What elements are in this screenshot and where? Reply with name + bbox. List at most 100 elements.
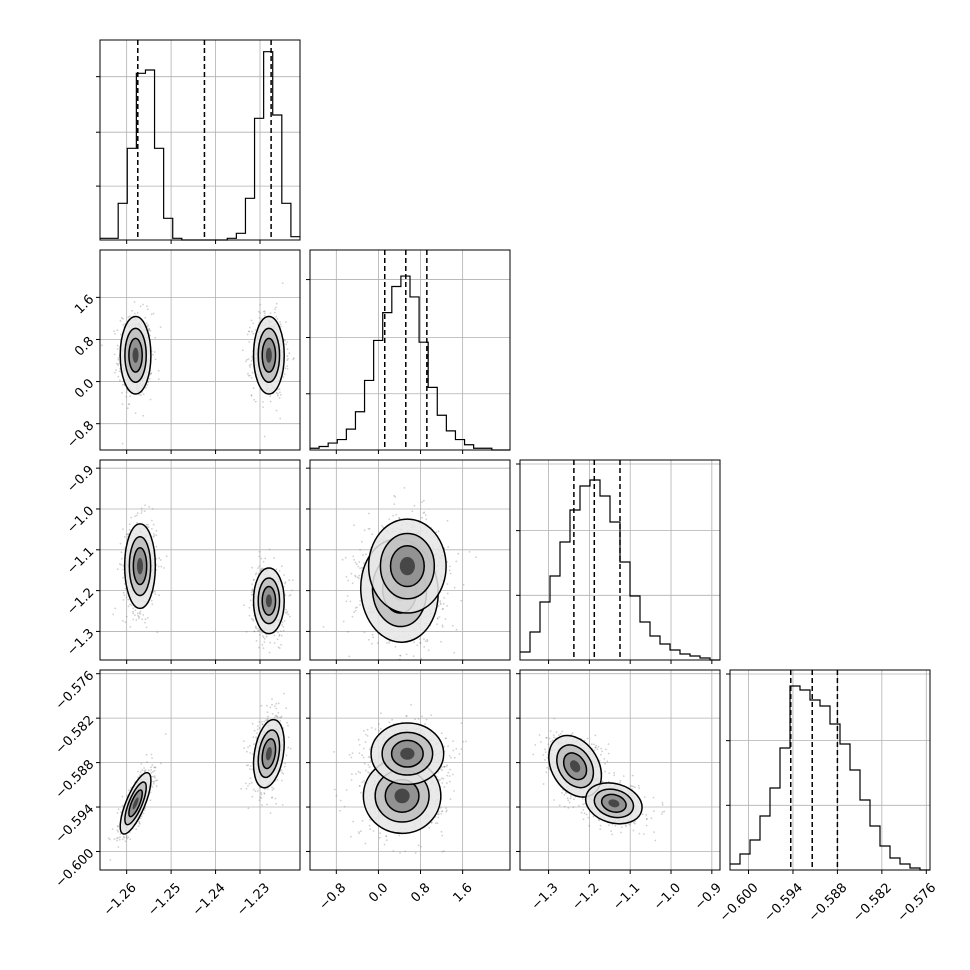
scatter-point — [394, 496, 397, 498]
scatter-point — [443, 786, 446, 788]
scatter-point — [368, 638, 370, 641]
scatter-point — [285, 608, 287, 611]
scatter-point — [245, 787, 248, 790]
scatter-point — [275, 702, 278, 705]
scatter-point — [278, 633, 281, 636]
scatter-point — [448, 565, 451, 568]
scatter-point — [258, 565, 261, 568]
scatter-point — [286, 348, 289, 351]
scatter-point — [372, 830, 375, 832]
scatter-point — [247, 764, 250, 767]
scatter-point — [115, 362, 118, 365]
scatter-point — [142, 393, 145, 395]
scatter-point — [155, 534, 158, 536]
scatter-point — [447, 771, 450, 774]
scatter-point — [271, 698, 273, 700]
scatter-point — [136, 612, 139, 615]
scatter-point — [254, 329, 257, 331]
scatter-point — [437, 530, 440, 533]
scatter-point — [344, 556, 347, 559]
scatter-point — [448, 569, 451, 572]
scatter-point — [137, 770, 139, 773]
scatter-point — [271, 712, 274, 715]
scatter-point — [277, 631, 279, 634]
scatter-point — [273, 311, 276, 314]
scatter-point — [369, 819, 371, 821]
scatter-point — [263, 788, 266, 790]
hist-frame-2 — [309, 249, 511, 451]
scatter-point — [150, 599, 153, 602]
scatter-point — [119, 333, 122, 336]
scatter-point — [147, 324, 150, 326]
scatter-point — [359, 771, 362, 774]
scatter-point — [411, 510, 414, 512]
scatter-point — [125, 836, 128, 839]
scatter-point — [152, 523, 155, 526]
scatter-point — [372, 662, 374, 664]
scatter-point — [125, 391, 128, 394]
scatter-point — [121, 795, 124, 798]
scatter-point — [258, 799, 261, 802]
scatter-point — [451, 624, 454, 627]
density-fill-1-4 — [132, 797, 139, 810]
scatter-point — [286, 355, 289, 358]
scatter-point — [118, 370, 121, 373]
ytick-label-4-3: −0.582 — [53, 713, 98, 758]
scatter-point — [141, 510, 143, 512]
scatter-point — [117, 830, 120, 833]
scatter-point — [248, 330, 250, 333]
ytick-label-2-0: −0.8 — [64, 418, 97, 451]
scatter-point — [271, 703, 273, 706]
scatter-point — [107, 837, 110, 840]
scatter-point — [426, 640, 429, 642]
scatter-point — [251, 356, 253, 358]
scatter-point — [261, 723, 264, 726]
scatter-point — [355, 563, 358, 566]
scatter-point — [134, 609, 137, 612]
scatter-point — [164, 733, 167, 735]
scatter-point — [145, 626, 148, 629]
scatter-point — [421, 516, 423, 519]
scatter-point — [152, 775, 155, 778]
scatter-point — [259, 796, 262, 799]
scatter-point — [419, 845, 422, 848]
scatter-point — [447, 546, 450, 548]
scatter-point — [365, 769, 367, 772]
scatter-point — [439, 602, 442, 604]
scatter-point — [245, 630, 248, 633]
scatter-point — [345, 789, 348, 791]
scatter-point — [371, 633, 374, 636]
hist-frame-1 — [99, 39, 301, 241]
scatter-point — [268, 651, 271, 654]
scatter-point — [392, 514, 395, 517]
scatter-point — [445, 809, 448, 812]
scatter-point — [150, 372, 153, 375]
scatter-point — [138, 820, 141, 823]
scatter-point — [261, 567, 264, 570]
scatter-point — [269, 641, 271, 644]
scatter-point — [438, 616, 441, 618]
scatter-point — [455, 628, 458, 631]
scatter-point — [151, 757, 153, 759]
scatter-point — [249, 599, 252, 602]
scatter-point — [139, 823, 141, 825]
scatter-point — [265, 633, 268, 636]
scatter-point — [250, 363, 252, 366]
scatter-point — [140, 815, 143, 817]
scatter-point — [440, 640, 442, 643]
scatter-point — [279, 720, 282, 722]
scatter-point — [153, 780, 156, 783]
scatter-point — [422, 512, 425, 514]
scatter-point — [259, 634, 261, 636]
scatter-point — [354, 574, 356, 577]
scatter-point — [149, 329, 152, 332]
scatter-point — [280, 643, 282, 646]
contour-1-2 — [124, 781, 147, 826]
scatter-point — [258, 721, 261, 723]
scatter-point — [142, 303, 144, 306]
contour-1-3 — [119, 315, 152, 395]
scatter-point — [280, 325, 282, 328]
scatter-point — [153, 769, 156, 772]
scatter-point — [275, 715, 278, 717]
scatter-point — [441, 850, 444, 853]
